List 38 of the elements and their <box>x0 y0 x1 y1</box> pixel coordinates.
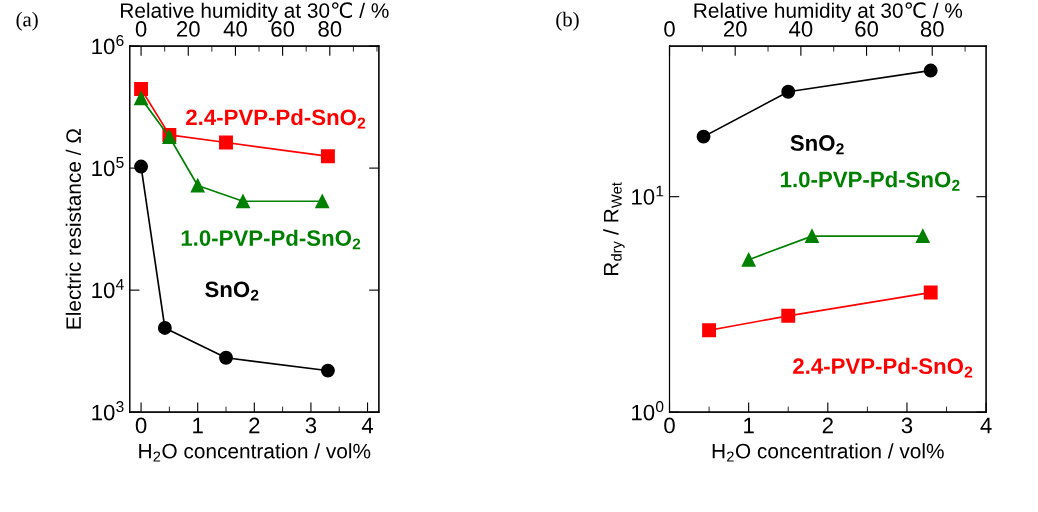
x2-tick-label: 0 <box>664 21 675 37</box>
x2-tick-label: 60 <box>855 21 879 37</box>
series-label: 2.4-PVP-Pd-SnO$_{2}$ <box>186 108 366 129</box>
y-tick-label: 10$^{1}$ <box>632 185 664 205</box>
y-tick-label: 10$^{4}$ <box>92 279 124 299</box>
x-tick-label: 4 <box>980 417 992 434</box>
x-axis-title: H$_{2}$O concentration / vol% <box>712 443 944 462</box>
y-axis-title: Electric resistance / Ω <box>65 129 81 329</box>
x2-tick-label: 0 <box>135 21 147 37</box>
series-label: SnO$_{2}$ <box>205 281 259 301</box>
x-tick-label: 0 <box>135 417 147 434</box>
y-tick-label: 10$^{0}$ <box>632 401 664 421</box>
y-tick-label: 10$^{6}$ <box>92 35 124 55</box>
chart-title: (a) <box>16 11 38 31</box>
y-tick-label: 10$^{5}$ <box>92 157 124 177</box>
x-tick-label: 1 <box>744 417 754 434</box>
text: 1.0-PVP-Pd-SnO$_{2}$ <box>781 171 960 191</box>
x2-tick-label: 60 <box>271 21 295 37</box>
x2-tick-label: 80 <box>318 21 342 37</box>
series-label: 2.4-PVP-Pd-SnO$_{2}$ <box>793 357 973 378</box>
x-tick-label: 2 <box>822 417 833 434</box>
x-tick-label: 1 <box>193 417 203 434</box>
x2-tick-label: 20 <box>177 21 200 37</box>
chart-title: (b) <box>556 11 579 31</box>
x-tick-label: 2 <box>249 417 260 434</box>
x2-tick-label: 40 <box>789 21 813 37</box>
series-label: SnO$_{2}$ <box>790 135 844 155</box>
x2-tick-label: 80 <box>920 21 944 37</box>
x2-tick-label: 20 <box>723 21 747 37</box>
x-tick-label: 3 <box>305 417 317 434</box>
series-label: 1.0-PVP-Pd-SnO$_{2}$ <box>181 229 361 250</box>
x-axis-title: H$_{2}$O concentration / vol% <box>139 443 371 462</box>
x-tick-label: 4 <box>361 417 374 434</box>
x-tick-label: 3 <box>901 417 913 434</box>
x2-tick-label: 40 <box>223 21 247 37</box>
y-axis-title: R$_{dry}$ / R$_{Wet}$ <box>603 182 625 276</box>
y-tick-label: 10$^{3}$ <box>92 401 124 421</box>
x-tick-label: 0 <box>664 417 675 434</box>
